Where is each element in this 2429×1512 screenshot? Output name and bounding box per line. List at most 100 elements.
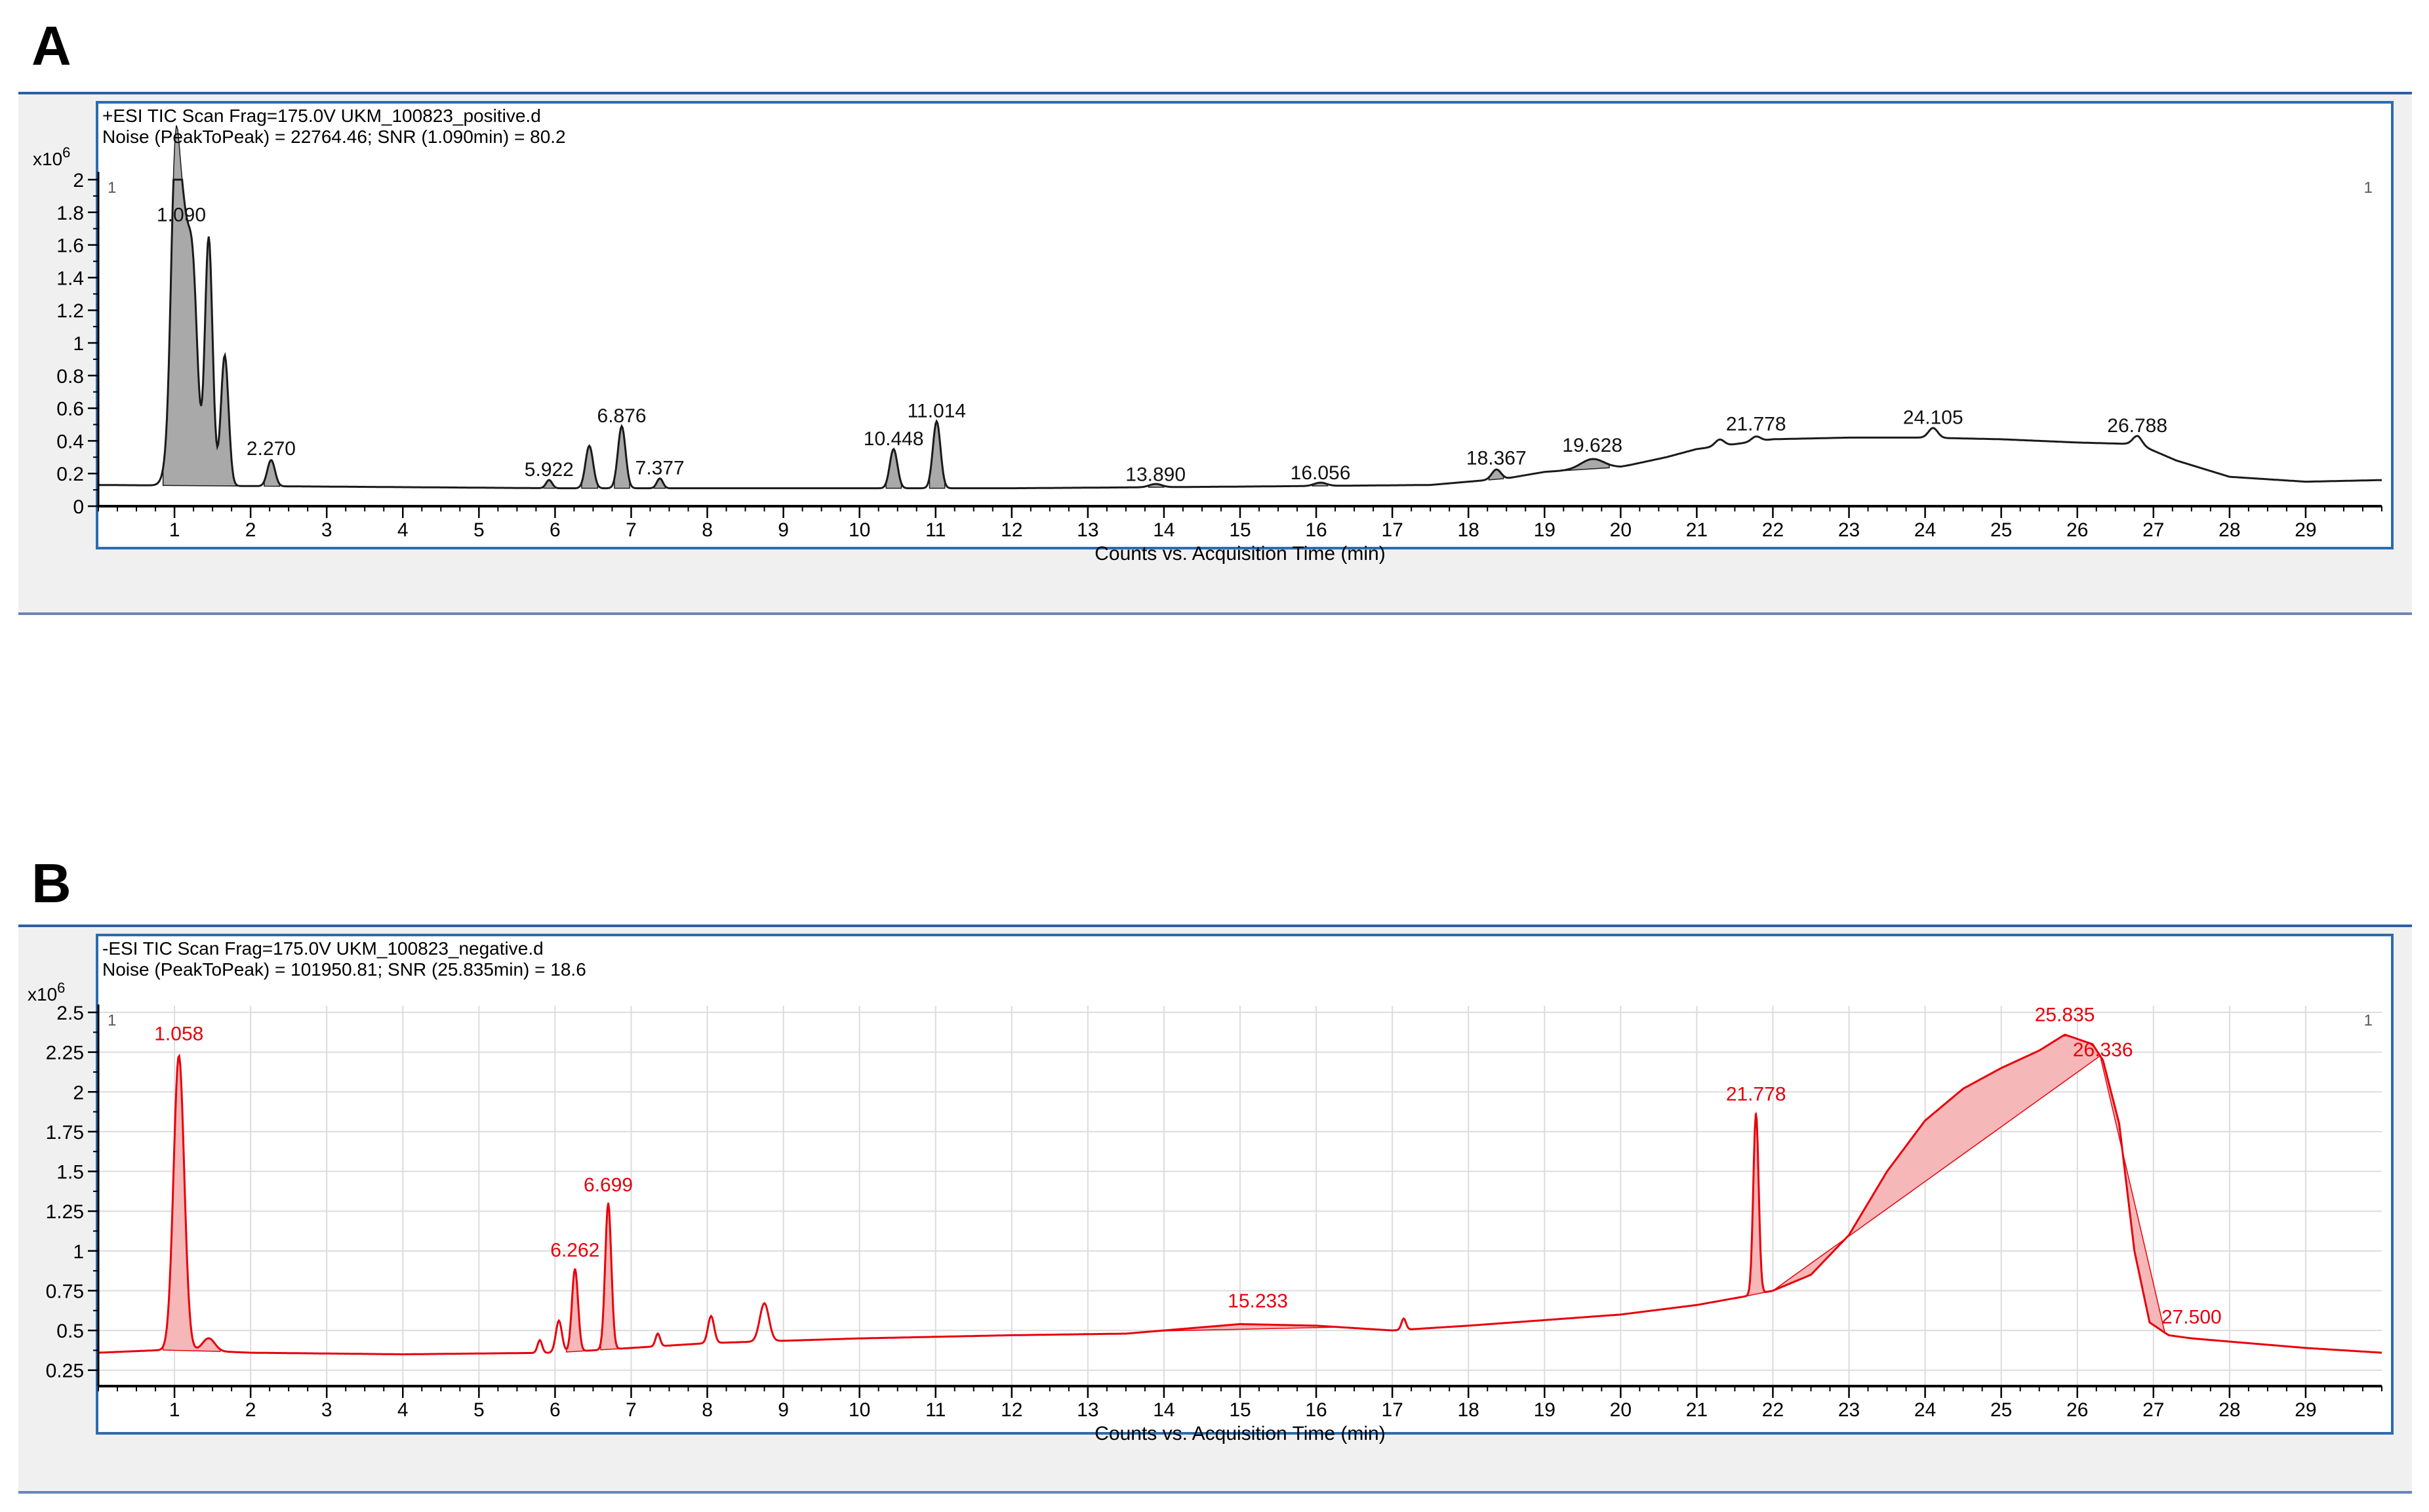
corner-mark-left: 1 — [108, 1012, 116, 1029]
x-tick-label: 28 — [2218, 519, 2240, 541]
x-tick-label: 27 — [2142, 1399, 2164, 1421]
peak-label: 1.090 — [157, 205, 206, 226]
peak-label: 10.448 — [864, 428, 924, 450]
y-tick-label: 2 — [73, 170, 84, 191]
x-tick-label: 18 — [1458, 519, 1479, 541]
peak-label: 1.058 — [154, 1024, 203, 1045]
peak-label: 26.788 — [2107, 415, 2167, 437]
x-tick-label: 2 — [245, 1399, 256, 1421]
x-tick-label: 5 — [473, 1399, 485, 1421]
x-tick-label: 26 — [2066, 1399, 2088, 1421]
x-tick-label: 11 — [925, 1399, 946, 1421]
x-tick-label: 6 — [550, 519, 561, 541]
x-tick-label: 17 — [1381, 1399, 1403, 1421]
peak-label: 2.270 — [247, 438, 296, 460]
x-tick-label: 19 — [1534, 519, 1556, 541]
y-tick-label: 0.6 — [56, 399, 84, 420]
x-tick-label: 28 — [2218, 1399, 2240, 1421]
x-tick-label: 24 — [1914, 1399, 1936, 1421]
peak-label: 19.628 — [1562, 435, 1622, 456]
peak-label: 25.835 — [2035, 1004, 2095, 1025]
x-axis-title: Counts vs. Acquisition Time (min) — [1094, 543, 1385, 565]
x-tick-label: 16 — [1305, 519, 1327, 541]
corner-mark-left: 1 — [108, 179, 116, 197]
y-tick-label: 1.8 — [56, 203, 84, 224]
x-tick-label: 22 — [1762, 1399, 1784, 1421]
chart-header-title: -ESI TIC Scan Frag=175.0V UKM_100823_neg… — [102, 938, 544, 959]
peak-label: 7.377 — [635, 458, 685, 479]
y-tick-label: 2 — [73, 1082, 84, 1104]
x-tick-label: 13 — [1077, 1399, 1098, 1421]
y-tick-label: 1.75 — [46, 1122, 84, 1144]
y-tick-label: 0.2 — [56, 464, 84, 485]
chromatogram-b-svg: 1 2 3 4 5 6 7 8 9 10 11 12 13 14 15 16 17 18 19 20 21 22 23 24 2… — [28, 934, 2394, 1444]
y-tick-label: 0.75 — [46, 1281, 84, 1302]
x-tick-label: 2 — [245, 519, 256, 541]
x-tick-label: 4 — [397, 519, 409, 541]
x-tick-label: 16 — [1305, 1399, 1327, 1421]
y-tick-label: 0.4 — [56, 431, 84, 452]
x-tick-label: 15 — [1229, 1399, 1251, 1421]
x-tick-label: 1 — [169, 1399, 180, 1421]
x-tick-label: 12 — [1001, 519, 1022, 541]
y-tick-label: 1.5 — [56, 1162, 84, 1184]
peak-label: 5.922 — [525, 459, 574, 481]
x-tick-label: 14 — [1153, 1399, 1174, 1421]
peak-label: 11.014 — [908, 401, 967, 422]
x-tick-label: 29 — [2295, 519, 2316, 541]
x-tick-label: 5 — [473, 519, 485, 541]
peak-label: 15.233 — [1228, 1290, 1288, 1312]
x-tick-label: 22 — [1762, 519, 1784, 541]
peak-label: 27.500 — [2161, 1306, 2222, 1328]
x-tick-label: 21 — [1686, 1399, 1708, 1421]
chromatogram-panel-a: 1 2 3 4 5 6 7 8 9 10 11 12 13 14 15 16 17 18 19 20 21 22 23 24 2… — [18, 92, 2412, 615]
x-tick-label: 19 — [1534, 1399, 1556, 1421]
chromatogram-panel-b: 1 2 3 4 5 6 7 8 9 10 11 12 13 14 15 16 17 18 19 20 21 22 23 24 2… — [18, 925, 2412, 1494]
chromatogram-trace — [98, 1033, 2382, 1355]
x-tick-label: 6 — [550, 1399, 561, 1421]
x-tick-label: 4 — [397, 1399, 409, 1421]
x-tick-label: 23 — [1838, 1399, 1860, 1421]
y-tick-label: 0.8 — [56, 366, 84, 388]
x-tick-label: 29 — [2295, 1399, 2316, 1421]
x-tick-label: 23 — [1838, 519, 1860, 541]
x-tick-label: 8 — [702, 519, 713, 541]
x-tick-label: 12 — [1001, 1399, 1022, 1421]
x-tick-label: 13 — [1077, 519, 1098, 541]
x-tick-label: 9 — [778, 1399, 789, 1421]
y-tick-label: 2.25 — [46, 1043, 84, 1064]
y-tick-label: 1 — [73, 1241, 84, 1263]
y-tick-label: 1.2 — [56, 300, 84, 322]
chart-header-noise: Noise (PeakToPeak) = 101950.81; SNR (25.… — [102, 959, 586, 980]
peak-label: 6.876 — [597, 405, 647, 427]
x-tick-label: 25 — [1990, 519, 2012, 541]
peak-label: 13.890 — [1125, 464, 1186, 486]
chromatogram-trace — [98, 178, 2382, 490]
peak-label: 18.367 — [1466, 448, 1527, 469]
x-axis-title: Counts vs. Acquisition Time (min) — [1094, 1423, 1385, 1444]
peak-label: 6.262 — [550, 1239, 599, 1261]
x-tick-label: 20 — [1610, 1399, 1632, 1421]
peak-label: 21.778 — [1726, 1084, 1786, 1105]
y-tick-label: 2.5 — [56, 1003, 84, 1024]
chart-header-noise: Noise (PeakToPeak) = 22764.46; SNR (1.09… — [102, 127, 566, 147]
x-tick-label: 21 — [1686, 519, 1708, 541]
x-tick-label: 3 — [321, 1399, 332, 1421]
peak-label: 26.336 — [2073, 1039, 2133, 1061]
y-multiplier-label: x106 — [28, 980, 65, 1005]
x-tick-label: 24 — [1914, 519, 1936, 541]
chart-header-title: +ESI TIC Scan Frag=175.0V UKM_100823_pos… — [102, 106, 541, 126]
x-tick-label: 15 — [1229, 519, 1251, 541]
x-tick-label: 1 — [169, 519, 180, 541]
y-tick-label: 1.25 — [46, 1201, 84, 1223]
peak-label: 24.105 — [1903, 407, 1963, 428]
x-tick-label: 3 — [321, 519, 332, 541]
peak-label: 6.699 — [584, 1174, 633, 1196]
x-tick-label: 11 — [925, 519, 946, 541]
panel-label-b: B — [31, 852, 71, 914]
peak-label: 16.056 — [1291, 462, 1351, 484]
y-tick-label: 1.6 — [56, 235, 84, 257]
y-tick-label: 0 — [73, 496, 84, 518]
x-tick-label: 10 — [849, 519, 870, 541]
x-tick-label: 14 — [1153, 519, 1174, 541]
